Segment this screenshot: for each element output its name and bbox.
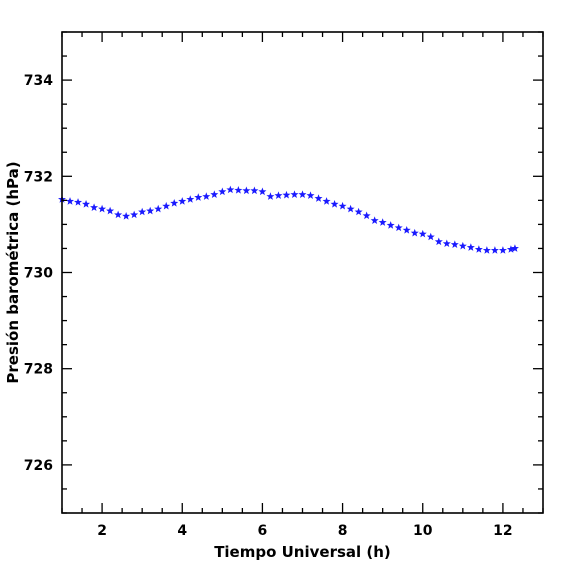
data-point <box>114 210 123 219</box>
data-point <box>410 228 419 237</box>
data-point <box>378 218 387 226</box>
data-point <box>130 210 139 219</box>
data-point <box>386 221 395 229</box>
y-tick-label: 726 <box>24 458 53 474</box>
data-point <box>82 200 91 208</box>
data-point <box>274 191 283 199</box>
data-point <box>250 186 259 195</box>
data-point <box>314 194 323 202</box>
x-tick-label: 8 <box>338 523 348 539</box>
y-tick-label: 734 <box>24 73 53 89</box>
data-point <box>506 245 515 253</box>
data-point <box>338 201 347 210</box>
data-point <box>322 197 331 205</box>
y-tick-label: 732 <box>24 169 53 185</box>
plot-frame <box>61 31 544 514</box>
data-points <box>58 185 519 254</box>
data-point <box>242 186 251 195</box>
data-point <box>458 241 467 250</box>
tick-labels: 2 4 6 8 10 12 726 728 730 732 734 <box>24 73 513 539</box>
data-point <box>450 240 459 248</box>
data-point <box>234 186 243 194</box>
data-point <box>482 246 491 254</box>
data-point <box>186 195 195 203</box>
data-point <box>370 216 379 224</box>
data-point <box>170 199 179 207</box>
data-point <box>202 192 211 200</box>
x-tick-label: 2 <box>97 523 107 539</box>
data-point <box>266 192 275 200</box>
data-point <box>498 246 507 254</box>
data-point <box>226 185 235 194</box>
data-point <box>162 201 171 210</box>
y-tick-label: 728 <box>24 362 53 378</box>
axis-ticks <box>61 31 544 514</box>
data-point <box>394 223 403 232</box>
data-point <box>258 187 267 196</box>
data-point <box>154 204 163 213</box>
data-point <box>74 198 83 206</box>
data-point <box>98 204 107 213</box>
data-point <box>138 207 147 216</box>
data-point <box>298 190 307 198</box>
data-point <box>146 206 155 215</box>
y-tick-label: 730 <box>24 266 53 282</box>
data-point <box>210 190 219 198</box>
data-point <box>474 245 483 253</box>
y-axis-label: Presión barométrica (hPa) <box>4 161 22 383</box>
data-point <box>510 244 519 252</box>
x-tick-label: 10 <box>413 523 433 539</box>
data-point <box>442 239 451 248</box>
data-point <box>122 212 131 220</box>
data-point <box>290 190 299 198</box>
x-axis-label: Tiempo Universal (h) <box>214 543 391 561</box>
data-point <box>402 225 411 234</box>
data-point <box>178 197 187 205</box>
data-point <box>426 232 435 241</box>
data-point <box>218 187 227 196</box>
data-point <box>106 206 115 215</box>
data-point <box>354 207 363 216</box>
data-point <box>490 246 499 254</box>
data-point <box>306 191 315 199</box>
data-point <box>90 203 99 211</box>
x-tick-label: 6 <box>258 523 268 539</box>
x-tick-label: 12 <box>493 523 512 539</box>
data-point <box>434 237 443 246</box>
data-point <box>194 193 203 201</box>
data-point <box>466 243 475 251</box>
data-point <box>418 229 427 238</box>
data-point <box>282 190 291 199</box>
data-point <box>346 204 355 213</box>
data-point <box>362 211 371 220</box>
data-point <box>330 200 339 208</box>
x-tick-label: 4 <box>177 523 187 539</box>
data-point <box>66 197 75 205</box>
